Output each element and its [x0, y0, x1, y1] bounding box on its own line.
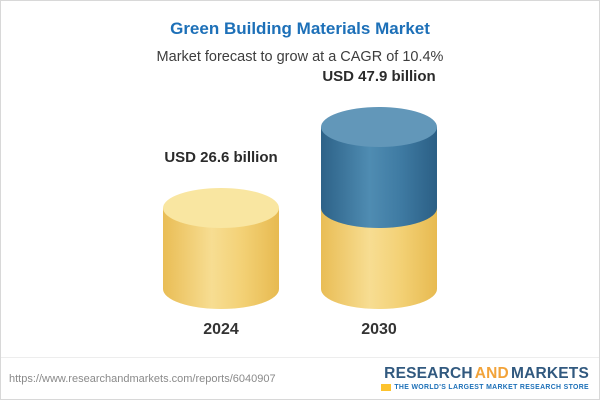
cylinder-bar-2030 — [321, 106, 437, 309]
logo-word-research: RESEARCH — [384, 364, 473, 382]
cylinder-2030-top-ellipse — [321, 106, 437, 147]
page-subtitle: Market forecast to grow at a CAGR of 10.… — [156, 49, 444, 65]
bar-group-2030: USD 47.9 billion 2030 — [321, 68, 437, 339]
logo-word-markets: MARKETS — [510, 364, 589, 382]
category-label-2024: 2024 — [203, 321, 239, 338]
page-title: Green Building Materials Market — [170, 19, 430, 38]
category-label-2030: 2030 — [361, 321, 397, 338]
logo-tagline-row: THE WORLD'S LARGEST MARKET RESEARCH STOR… — [381, 384, 589, 392]
research-and-markets-logo: RESEARCH AND MARKETS THE WORLD'S LARGEST M… — [381, 366, 589, 392]
bar-group-2024: USD 26.6 billion 2024 — [163, 149, 279, 339]
logo-accent-mark-icon — [381, 384, 392, 392]
value-label-2030: USD 47.9 billion — [322, 67, 436, 85]
value-label-2024: USD 26.6 billion — [164, 148, 278, 166]
cylinder-bar-2024 — [163, 187, 279, 309]
report-url: https://www.researchandmarkets.com/repor… — [9, 372, 276, 385]
cylinder-2024-top-ellipse — [163, 187, 279, 228]
logo-word-and: AND — [474, 364, 509, 382]
logo-wordmark: RESEARCH AND MARKETS — [384, 366, 589, 382]
footer-bar: https://www.researchandmarkets.com/repor… — [1, 357, 599, 399]
cylinder-bar-chart: USD 26.6 billion 2024 USD 47.9 billion 2… — [1, 67, 599, 339]
chart-header: Green Building Materials Market Market f… — [1, 1, 599, 65]
logo-tagline-text: THE WORLD'S LARGEST MARKET RESEARCH STOR… — [394, 384, 589, 392]
